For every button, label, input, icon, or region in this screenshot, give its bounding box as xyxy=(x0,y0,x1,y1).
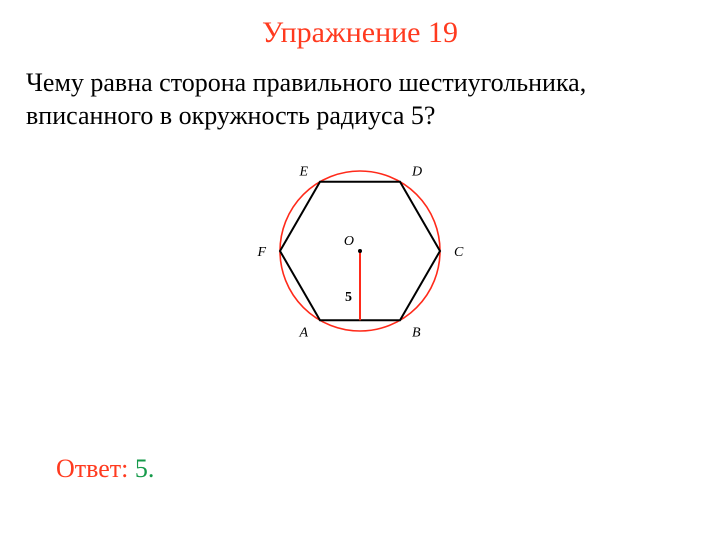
svg-text:5: 5 xyxy=(345,290,352,305)
svg-text:C: C xyxy=(454,245,464,260)
svg-text:F: F xyxy=(256,245,266,260)
svg-text:D: D xyxy=(411,164,422,179)
svg-text:O: O xyxy=(344,234,354,249)
svg-text:A: A xyxy=(298,325,308,340)
svg-text:B: B xyxy=(412,325,421,340)
hexagon-diagram: O 5 A B C D E F xyxy=(245,141,475,366)
page-title: Упражнение 19 xyxy=(26,16,694,50)
question-text: Чему равна сторона правильного шестиугол… xyxy=(26,66,694,133)
answer-label: Ответ: xyxy=(56,454,128,483)
svg-text:E: E xyxy=(298,164,308,179)
answer-value: 5. xyxy=(135,454,155,483)
figure-container: O 5 A B C D E F xyxy=(26,141,694,366)
answer-block: Ответ: 5. xyxy=(56,454,154,484)
